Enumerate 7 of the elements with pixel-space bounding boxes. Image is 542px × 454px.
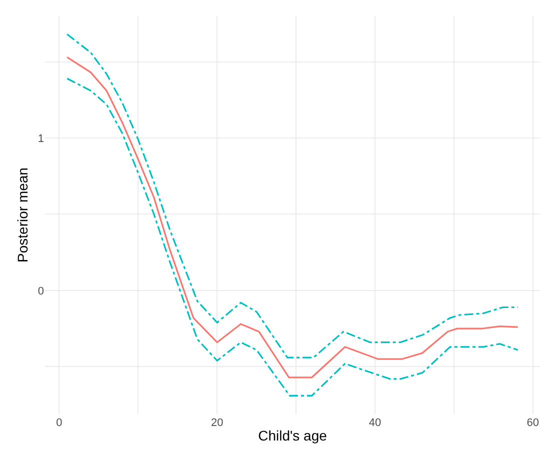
- x-tick-label: 20: [210, 417, 224, 429]
- x-tick-label: 40: [368, 417, 382, 429]
- x-tick-label: 60: [526, 417, 540, 429]
- y-tick-label: 1: [38, 132, 44, 145]
- y-axis-title: Posterior mean: [14, 168, 30, 262]
- x-tick-label: 0: [56, 417, 62, 429]
- x-axis-title: Child's age: [258, 427, 328, 444]
